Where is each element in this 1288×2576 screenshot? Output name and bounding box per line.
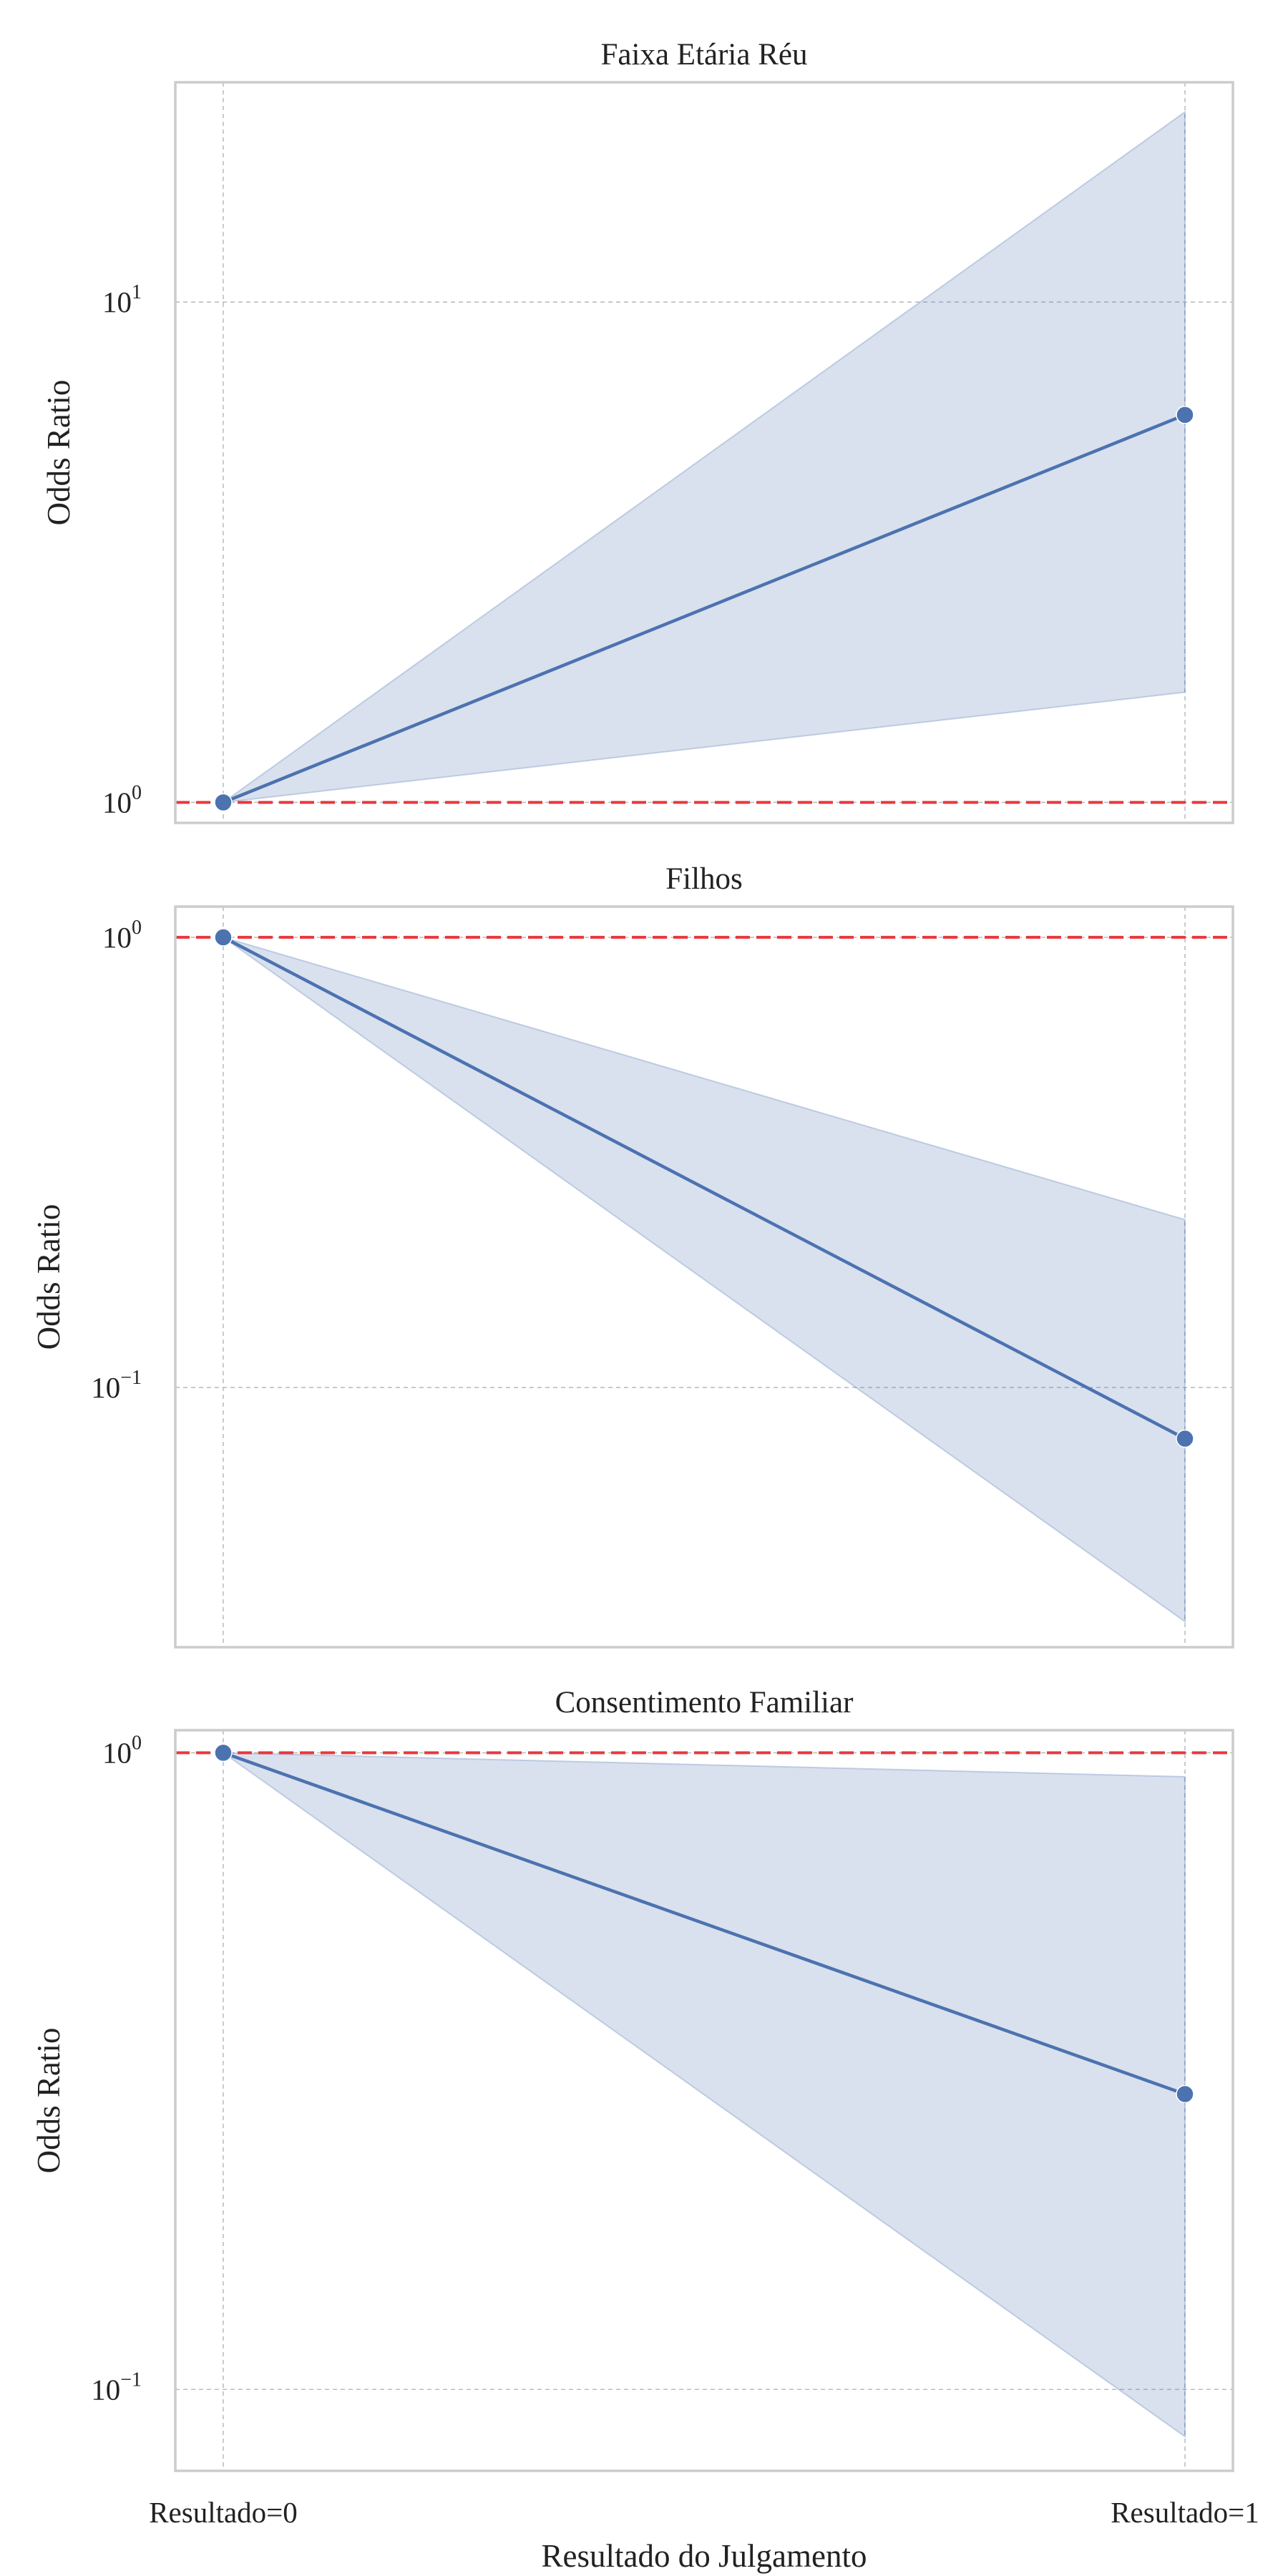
plot-frame [174,1729,1234,2472]
chart-title: Consentimento Familiar [555,1686,854,1719]
odds-ratio-point [1176,2084,1194,2104]
y-axis-label: Odds Ratio [41,380,77,526]
y-axis-label: Odds Ratio [31,1204,67,1350]
y-tick-label: 10−1 [91,2368,142,2406]
plot-frame [174,905,1234,1649]
y-tick-base: 10 [102,921,132,954]
y-tick-label: 100 [102,781,142,819]
y-tick-label: 101 [102,281,142,318]
odds-ratio-point [214,793,233,812]
y-axis-label: Odds Ratio [31,2028,67,2174]
y-tick-base: 10 [102,286,132,318]
chart-title: Faixa Etária Réu [601,38,808,72]
plot-frame [174,81,1234,824]
odds-ratio-point [1176,406,1194,424]
y-tick-base: 10 [102,786,132,819]
odds-ratio-line [223,413,1186,804]
y-tick-exponent: −1 [120,1367,142,1389]
x-axis-label: Resultado do Julgamento [542,2538,867,2574]
y-tick-exponent: 0 [132,917,142,939]
y-tick-exponent: 1 [132,281,142,303]
y-tick-exponent: 0 [132,1732,142,1755]
confidence-band [220,1752,1186,2439]
confidence-band [220,110,1186,804]
confidence-band [223,936,1186,1624]
y-tick-label: 100 [102,1732,142,1770]
y-tick-base: 10 [91,2373,120,2406]
odds-ratio-point [1176,1429,1194,1448]
y-tick-label: 10−1 [91,1367,142,1404]
y-tick-exponent: −1 [120,2368,142,2391]
odds-ratio-point [214,928,233,947]
chart-title: Filhos [665,862,743,896]
odds-ratio-line [222,935,1186,1440]
x-tick-label: Resultado=1 [1111,2496,1259,2529]
y-tick-label: 100 [102,917,142,954]
odds-ratio-line [223,1751,1186,2096]
y-tick-base: 10 [91,1371,120,1404]
y-tick-exponent: 0 [132,781,142,804]
y-tick-base: 10 [102,1737,132,1770]
odds-ratio-point [214,1743,233,1762]
x-tick-label: Resultado=0 [149,2496,298,2529]
